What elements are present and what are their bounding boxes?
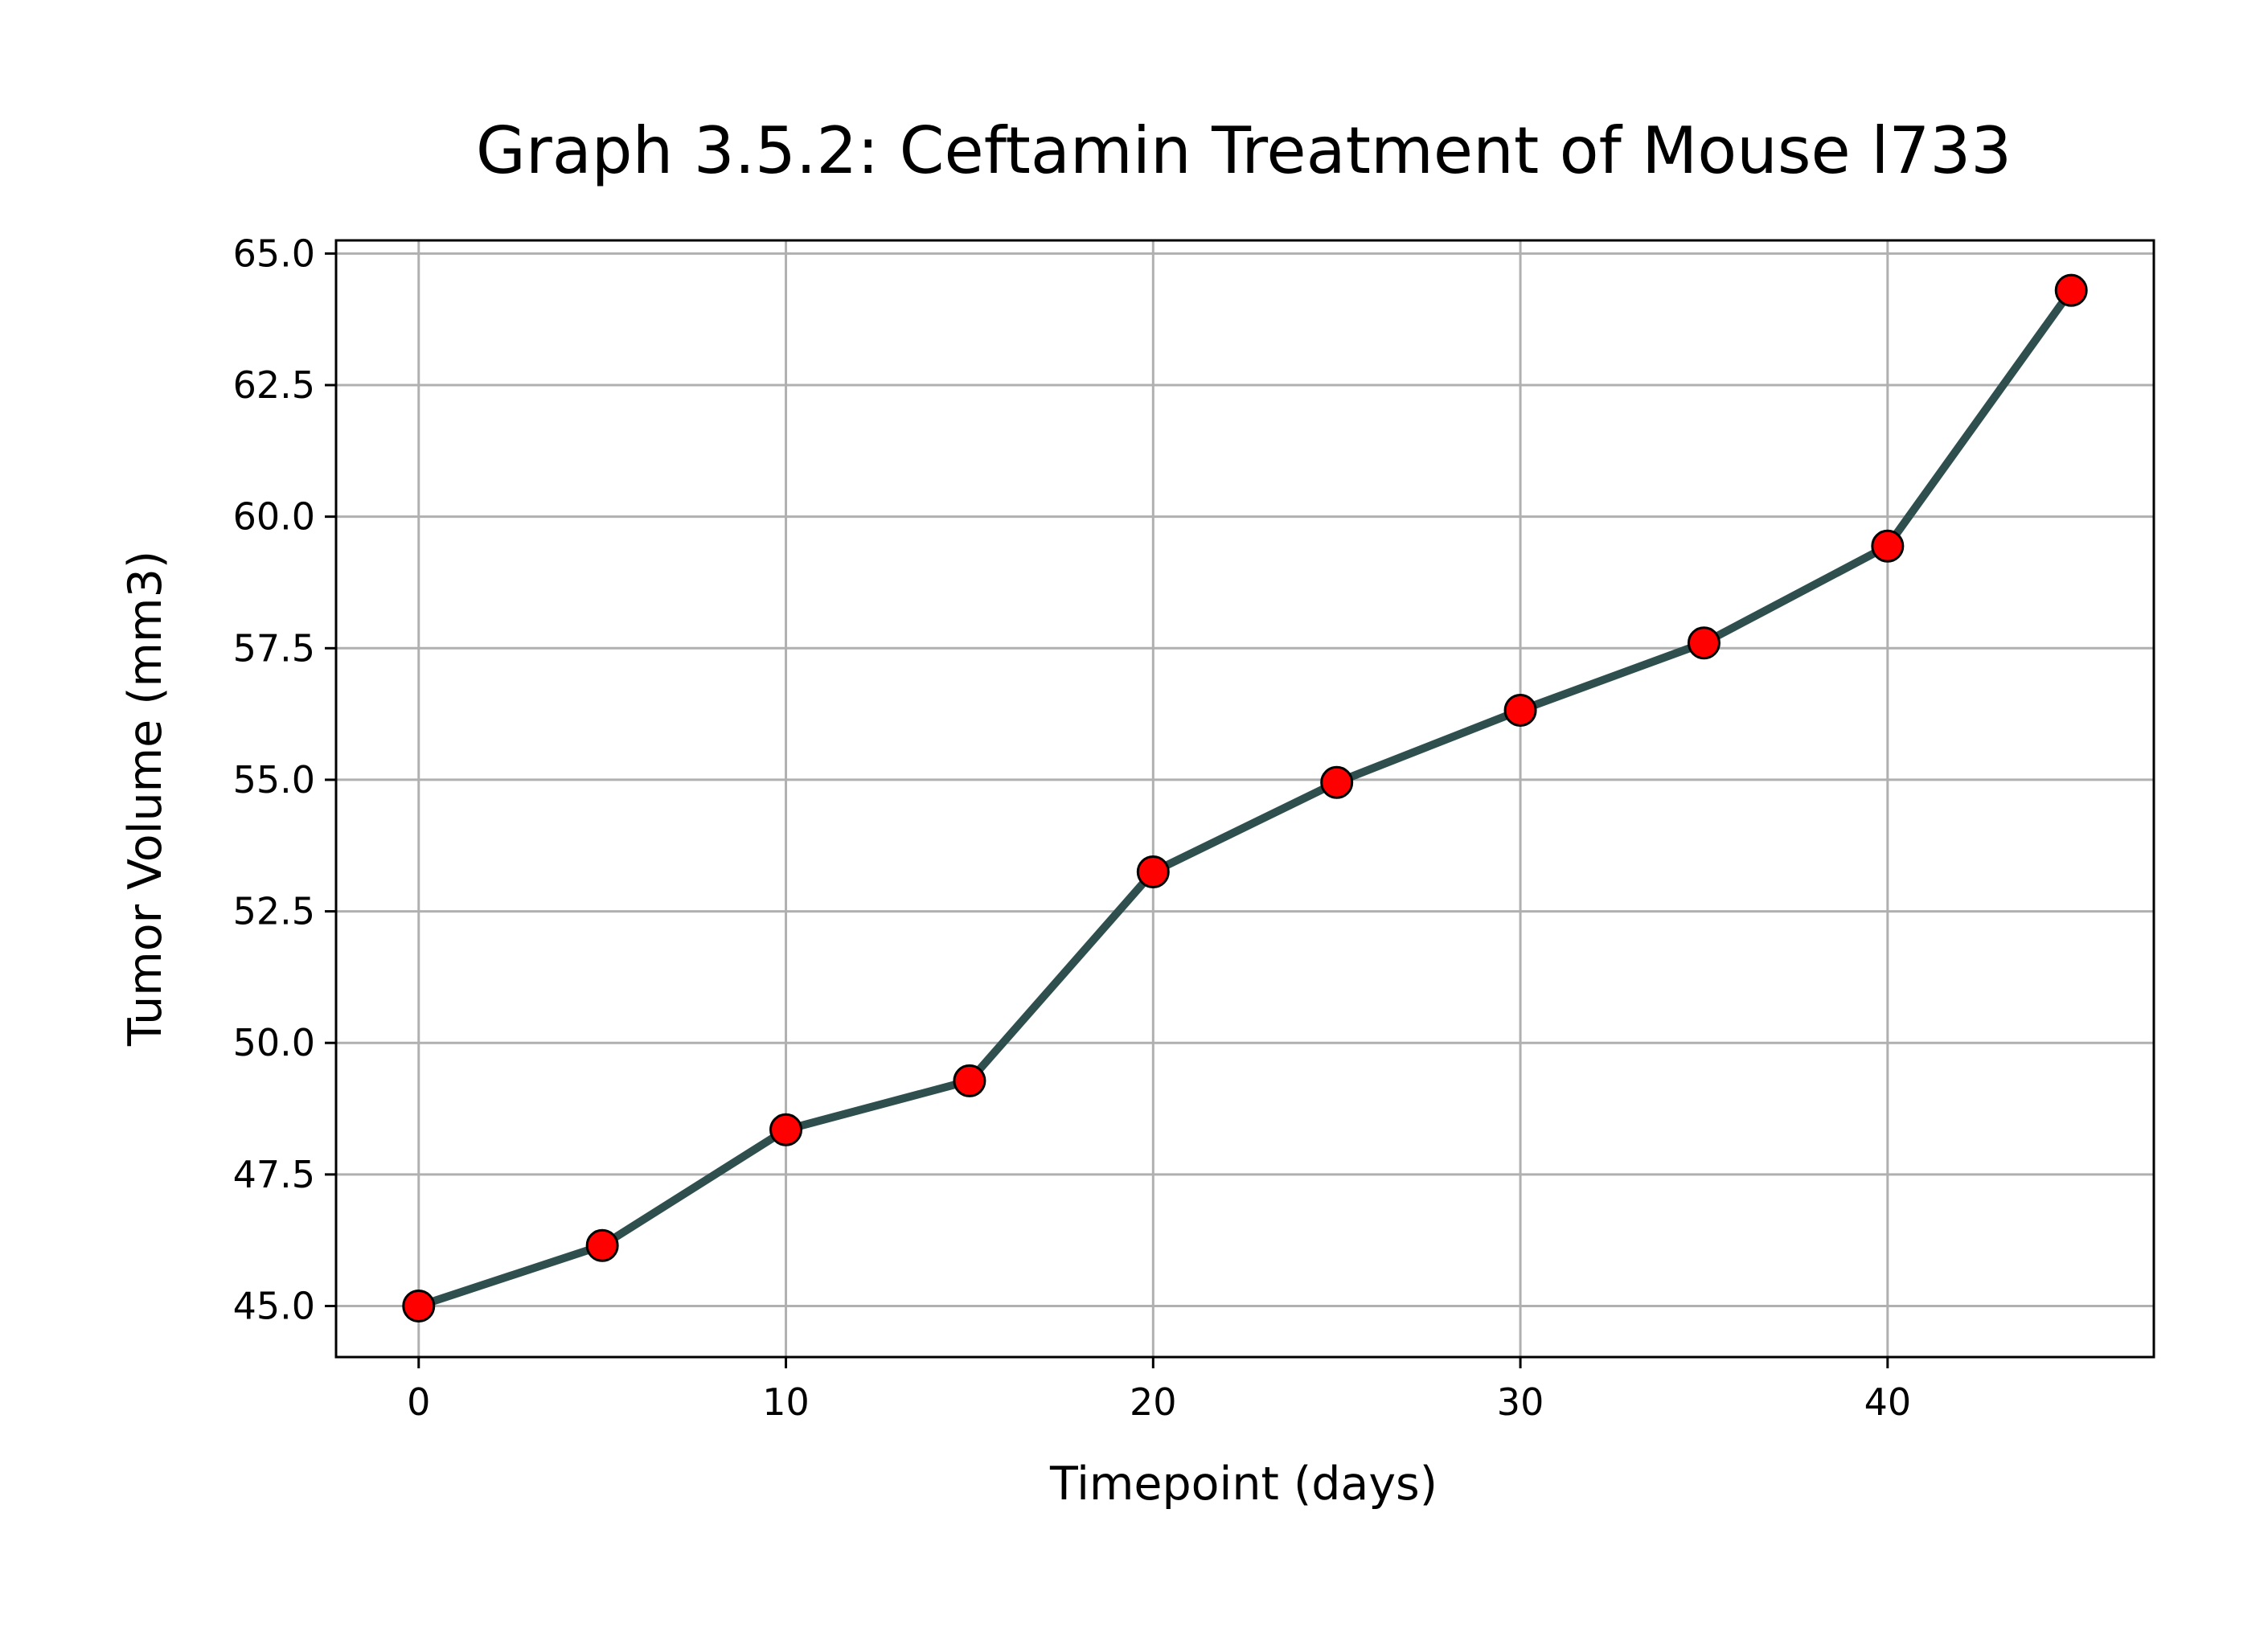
data-point-marker (953, 1064, 986, 1097)
grid-lines (336, 240, 2154, 1357)
data-point-marker (1503, 694, 1537, 728)
x-tick-label: 0 (407, 1380, 430, 1424)
y-tick-label: 57.5 (233, 626, 315, 670)
x-tick-label: 10 (762, 1380, 810, 1424)
y-tick-label: 45.0 (233, 1285, 315, 1328)
y-tick-label: 47.5 (233, 1153, 315, 1196)
x-tick-label: 20 (1130, 1380, 1177, 1424)
data-point-marker (1687, 626, 1720, 660)
series-line (414, 286, 2076, 1310)
axis-ticks: 0 10 20 30 40 45.0 47.5 50.0 52.5 55.0 57.5 60.0 62.… (233, 232, 1912, 1424)
x-tick-label: 40 (1864, 1380, 1912, 1424)
data-series (402, 273, 2088, 1323)
y-tick-label: 62.5 (233, 363, 315, 407)
x-axis-title: Timepoint (days) (1049, 1458, 1437, 1511)
data-point-marker (2054, 273, 2088, 307)
data-point-marker (402, 1290, 436, 1323)
plot-area-frame (334, 239, 2155, 1359)
y-tick-label: 60.0 (233, 495, 315, 539)
chart-title: Graph 3.5.2: Ceftamin Treatment of Mouse… (476, 113, 2012, 188)
data-point-marker (1136, 855, 1170, 888)
data-point-marker (1320, 765, 1354, 799)
y-tick-label: 50.0 (233, 1021, 315, 1064)
y-axis-title: Tumor Volume (mm3) (119, 551, 172, 1047)
y-tick-label: 55.0 (233, 758, 315, 802)
data-point-marker (585, 1228, 619, 1262)
y-tick-label: 52.5 (233, 890, 315, 933)
data-point-marker (1871, 529, 1905, 563)
y-tick-label: 65.0 (233, 232, 315, 275)
x-tick-label: 30 (1497, 1380, 1544, 1424)
data-point-marker (769, 1113, 803, 1146)
